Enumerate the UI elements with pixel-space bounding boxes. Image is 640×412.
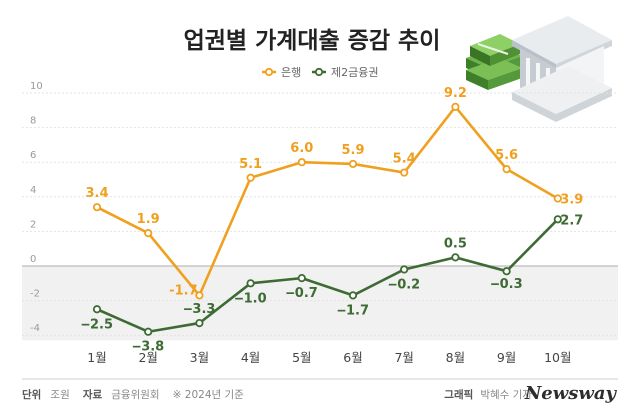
series-line-bank [95,105,560,297]
data-point [195,318,204,328]
x-tick-label: 5월 [292,350,311,365]
data-point [195,291,204,300]
y-tick-label: 2 [30,219,36,230]
x-tick-label: 8월 [446,350,465,365]
legend-item-bank: 은행 [262,66,301,79]
data-point [502,267,511,276]
x-tick-label: 9월 [497,350,516,365]
x-tick-label: 1월 [87,350,106,365]
source-label: 자료 [83,388,103,401]
data-label: 9.2 [444,86,467,101]
x-tick-label: 7월 [394,350,413,365]
data-label: 3.9 [560,193,583,208]
bank-icon [512,16,612,122]
data-point [400,168,409,177]
data-point [400,265,409,274]
data-label: 0.5 [444,236,467,251]
data-point [502,165,511,174]
y-tick-label: -4 [30,323,40,334]
graphic-author: 박혜수 기자 [480,389,532,401]
data-label: ‒3.3 [183,302,215,317]
footer-credit: 그래픽 박혜수 기자 [444,383,532,402]
data-point [297,158,306,167]
data-label: 5.1 [239,157,262,172]
y-tick-label: 8 [30,116,36,127]
legend-label-bank: 은행 [281,66,301,79]
footer-unit: 단위 조원 자료 금융위원회 ※ 2024년 기준 [22,383,244,402]
legend: 은행 제2금융권 [262,66,378,79]
unit-value: 조원 [50,389,69,401]
legend-item-nonbank: 제2금융권 [312,66,378,79]
data-point [246,173,255,182]
data-label: ‒0.2 [388,277,420,292]
data-point [144,229,153,238]
data-point [92,203,102,212]
x-tick-label: 4월 [241,350,260,365]
data-label: 3.4 [85,186,108,201]
gridlines [22,92,618,336]
data-point [92,305,102,314]
data-label: 1.9 [137,212,160,227]
y-tick-label: 0 [30,254,36,265]
unit-label: 단위 [22,388,41,401]
data-point [348,291,358,300]
data-label: ‒0.7 [286,286,318,301]
data-label: ‒0.3 [491,277,523,292]
series-line-nonbank [95,217,560,334]
data-label: 2.7 [560,213,583,228]
money-and-bank-illustration [466,16,612,122]
graphic-label: 그래픽 [444,388,473,401]
x-tick-label: 2월 [138,350,157,365]
data-label: ‒1.0 [235,291,267,306]
data-point [144,327,153,336]
legend-label-nonbank: 제2금융권 [331,66,378,79]
data-label: ‒3.8 [132,340,164,355]
x-tick-label: 6월 [343,350,362,365]
negative-region-band [22,266,618,341]
plot-area: 10 8 6 4 2 0 -2 -4 1월 2월 3월 4월 5월 6월 7월 8월 9월 10월 3.4 1.9… [22,81,618,365]
data-point [553,194,562,203]
footer: 단위 조원 자료 금융위원회 ※ 2024년 기준 그래픽 박혜수 기자 New… [22,378,618,404]
data-point [246,279,255,288]
footer-note: ※ 2024년 기준 [173,389,245,401]
x-tick-label: 10월 [544,350,571,365]
data-label: ‒1.7 [337,303,369,318]
data-point [553,215,562,224]
brand-logo: Newsway [524,383,618,404]
data-label: -1.7 [169,283,197,298]
series-points [92,102,562,336]
data-point [451,253,460,262]
y-tick-label: -2 [30,289,40,300]
data-point [451,102,460,111]
data-point [297,274,306,283]
y-tick-label: 10 [30,81,43,92]
data-labels: 3.4 1.9 -1.7 5.1 6.0 5.9 5.4 9.2 5.6 3.9 ‒2.5 ‒3.8 ‒… [81,86,583,355]
source-value: 금융위원회 [111,388,159,401]
data-label: ‒2.5 [81,317,113,332]
data-label: 5.9 [341,143,364,158]
series-lines [95,105,560,334]
x-axis-ticks: 1월 2월 3월 4월 5월 6월 7월 8월 9월 10월 [87,350,571,365]
money-stack-icon [466,34,522,90]
data-point [348,159,358,169]
data-label: 5.4 [393,152,416,167]
data-label: 6.0 [290,141,313,156]
chart-title: 업권별 가계대출 증감 추이 [184,28,441,54]
y-tick-label: 6 [30,150,36,161]
data-label: 5.6 [495,148,518,163]
x-tick-label: 3월 [190,350,209,365]
y-axis-ticks: 10 8 6 4 2 0 -2 -4 [30,81,43,334]
y-tick-label: 4 [30,185,36,196]
